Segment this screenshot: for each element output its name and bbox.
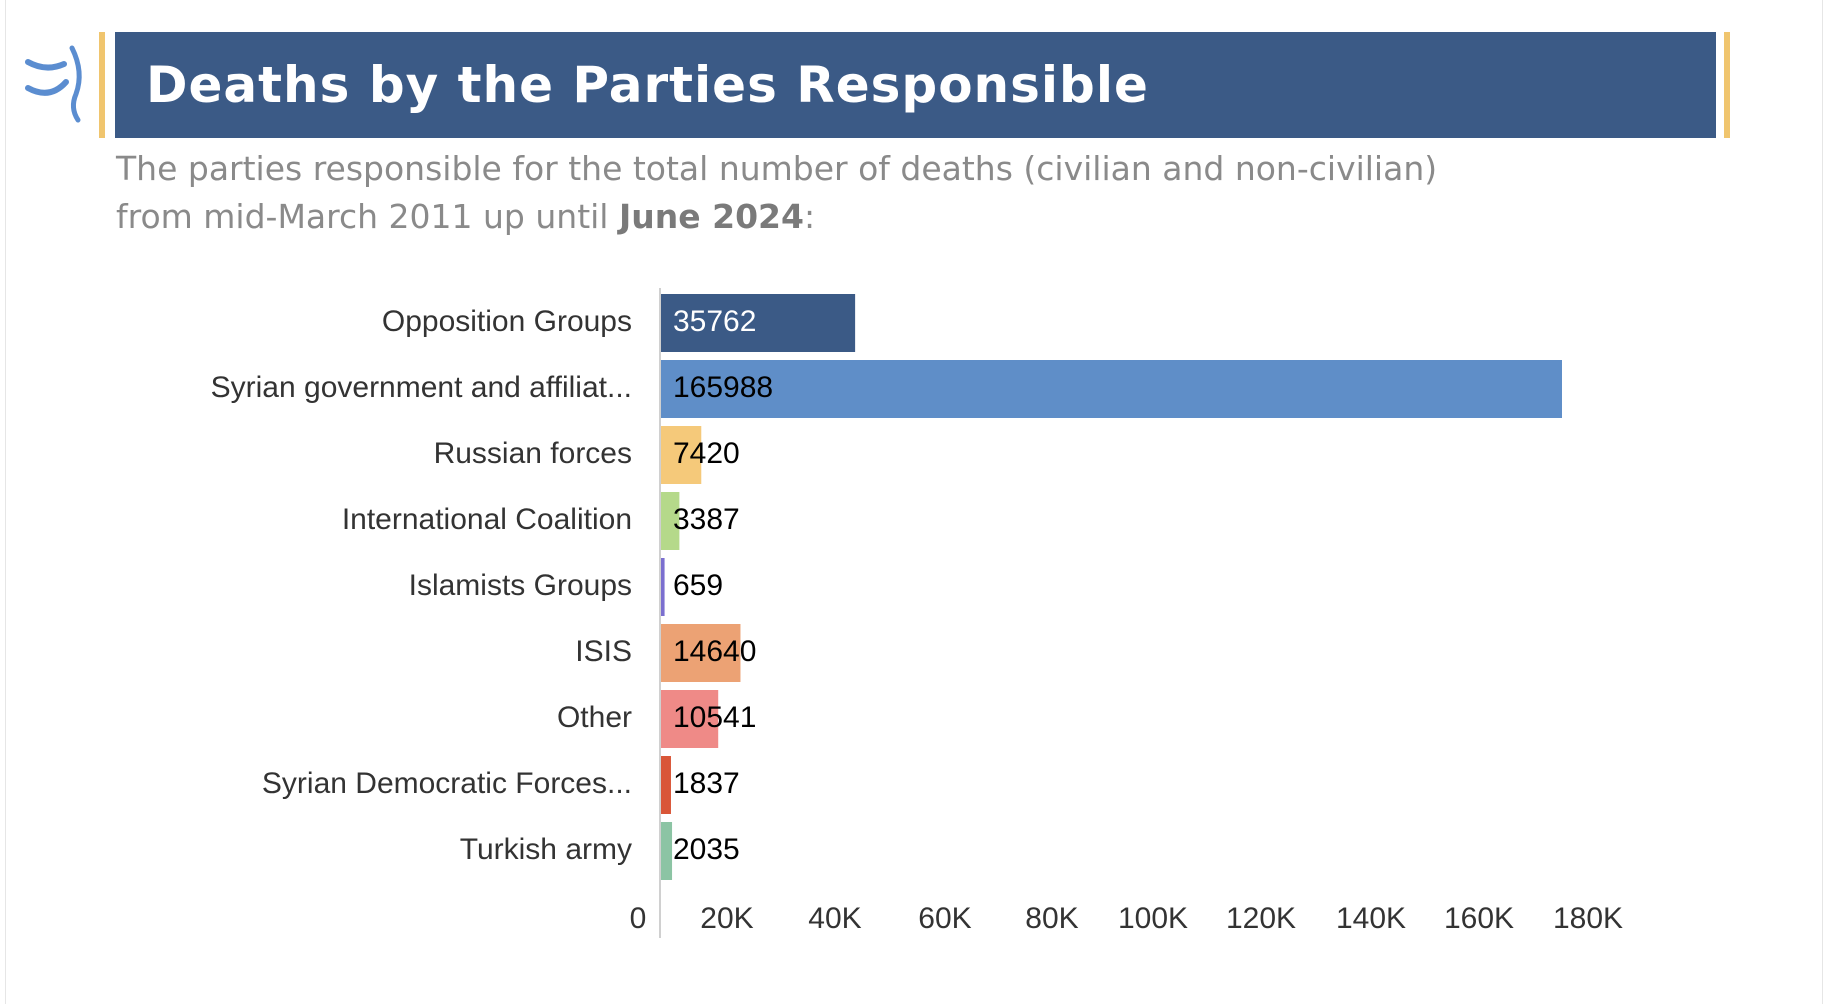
subtitle-prefix: from mid-March 2011 up until [116,197,619,236]
bar-islamists-groups [661,558,665,616]
x-tick-label: 120K [1226,902,1296,935]
bars-layer [661,294,1562,880]
bar-international-coalition [661,492,680,550]
data-label: 1837 [673,767,740,800]
x-tick-label: 80K [1025,902,1078,935]
title-accent-right [1724,32,1730,138]
data-label: 10541 [673,701,756,734]
data-label: 2035 [673,833,740,866]
category-label: Islamists Groups [409,569,632,602]
category-label: Syrian government and affiliat... [211,371,632,404]
bar-opposition-groups [661,294,856,352]
category-label: Opposition Groups [382,305,632,338]
x-tick-label: 180K [1553,902,1623,935]
subtitle: The parties responsible for the total nu… [116,145,1616,241]
title-bar: Deaths by the Parties Responsible [115,32,1716,138]
subtitle-date: June 2024 [618,197,804,236]
x-tick-label: 160K [1444,902,1514,935]
x-tick-label: 40K [808,902,861,935]
subtitle-suffix: : [803,197,816,236]
x-axis-ticks: 0 20K 40K 60K 80K 100K 120K 140K 160K 180K [630,902,1623,935]
bar-russian-forces [661,426,702,484]
x-tick-label: 140K [1336,902,1406,935]
bar-other [661,690,719,748]
category-label: International Coalition [342,503,632,536]
subtitle-line-2: from mid-March 2011 up until June 2024: [116,193,1616,241]
data-label: 659 [673,569,723,602]
data-label: 3387 [673,503,740,536]
bar-turkish-army [661,822,673,880]
data-label: 165988 [673,371,773,404]
data-label: 35762 [673,305,756,338]
bar-syrian-democratic-forces [661,756,671,814]
title-accent-left [99,32,105,138]
category-label: Russian forces [434,437,632,470]
bar-syrian-government-and-affiliat [661,360,1562,418]
category-label: Other [557,701,632,734]
category-label: Syrian Democratic Forces... [262,767,632,800]
content-frame [5,0,1823,1004]
x-tick-label: 20K [700,902,753,935]
x-tick-label: 100K [1118,902,1188,935]
value-labels: 35762 165988 7420 3387 659 14640 10541 1837 2035 [673,305,773,866]
data-label: 7420 [673,437,740,470]
category-label: Turkish army [460,833,632,866]
subtitle-line-1: The parties responsible for the total nu… [116,149,1438,188]
x-tick-label: 60K [918,902,971,935]
page-title: Deaths by the Parties Responsible [146,56,1149,114]
category-label: ISIS [575,635,632,668]
category-labels: Opposition Groups Syrian government and a… [211,305,632,866]
x-tick-label: 0 [630,902,647,935]
data-label: 14640 [673,635,756,668]
organization-logo-icon [25,45,82,123]
bar-isis [661,624,741,682]
